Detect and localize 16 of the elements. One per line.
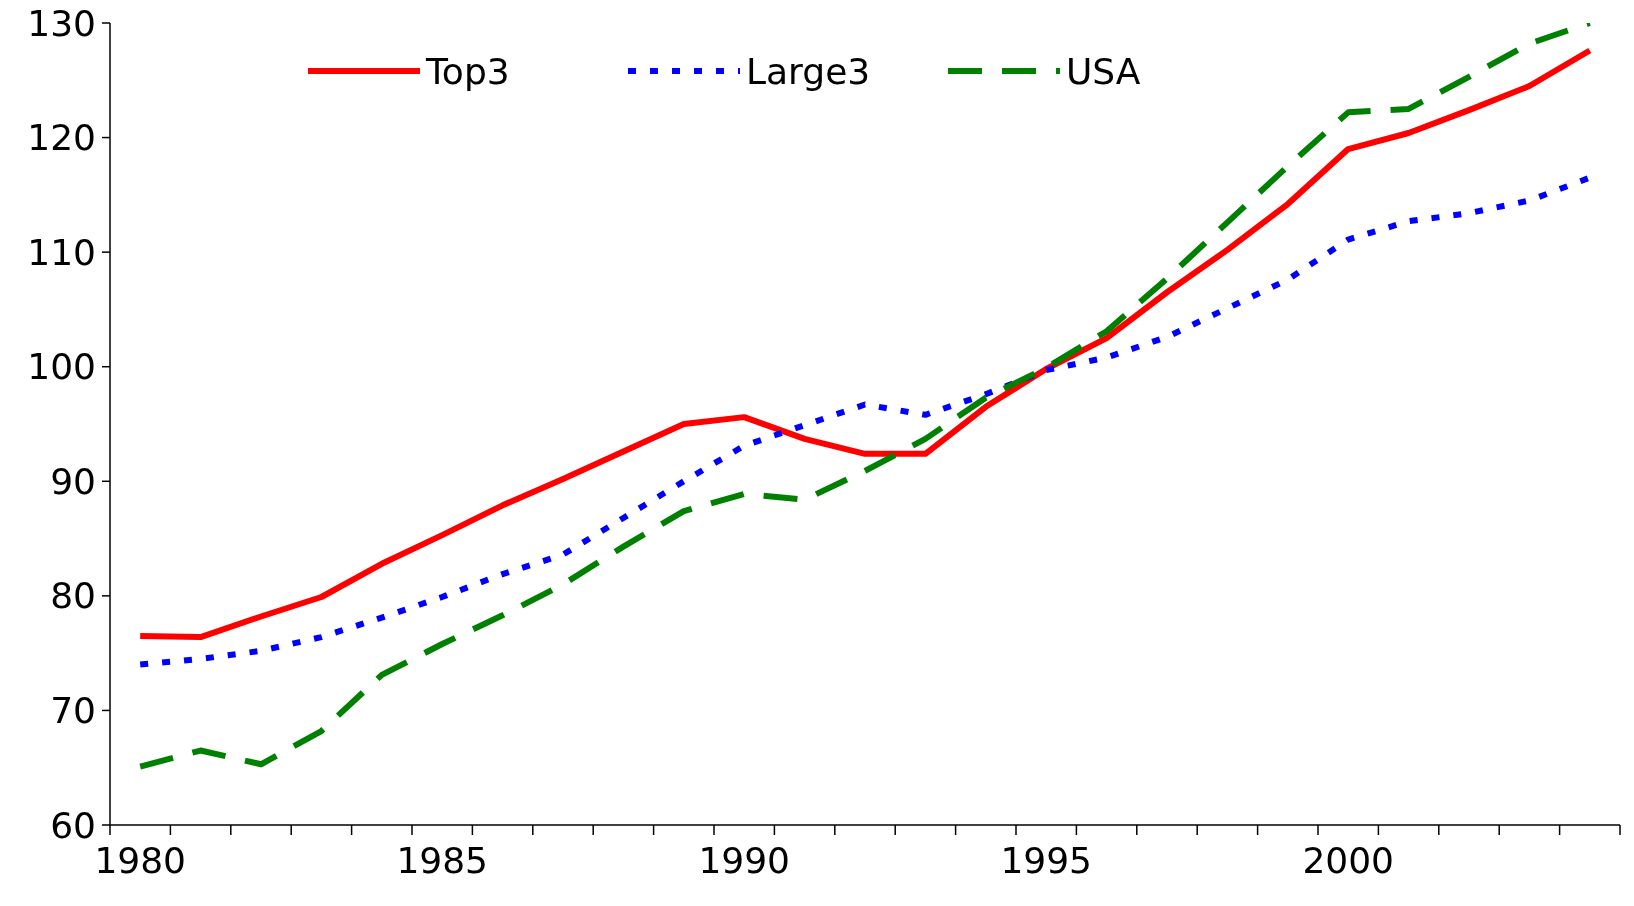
x-tick-label: 1990 bbox=[698, 840, 791, 881]
y-tick-label: 60 bbox=[50, 804, 96, 846]
legend-label: Top3 bbox=[425, 50, 510, 92]
legend-label: Large3 bbox=[746, 50, 871, 92]
y-tick-label: 90 bbox=[50, 460, 96, 502]
y-tick-label: 70 bbox=[50, 690, 96, 732]
legend-label: USA bbox=[1066, 50, 1141, 92]
x-tick-label: 1985 bbox=[396, 840, 489, 881]
y-tick-label: 120 bbox=[27, 117, 96, 159]
x-tick-label: 1995 bbox=[1000, 840, 1093, 881]
x-tick-label: 1980 bbox=[94, 840, 187, 881]
y-tick-label: 80 bbox=[50, 575, 96, 617]
y-tick-label: 130 bbox=[27, 2, 96, 44]
x-tick-label: 2000 bbox=[1302, 840, 1395, 881]
y-tick-label: 100 bbox=[27, 346, 96, 388]
y-tick-label: 110 bbox=[27, 231, 96, 273]
